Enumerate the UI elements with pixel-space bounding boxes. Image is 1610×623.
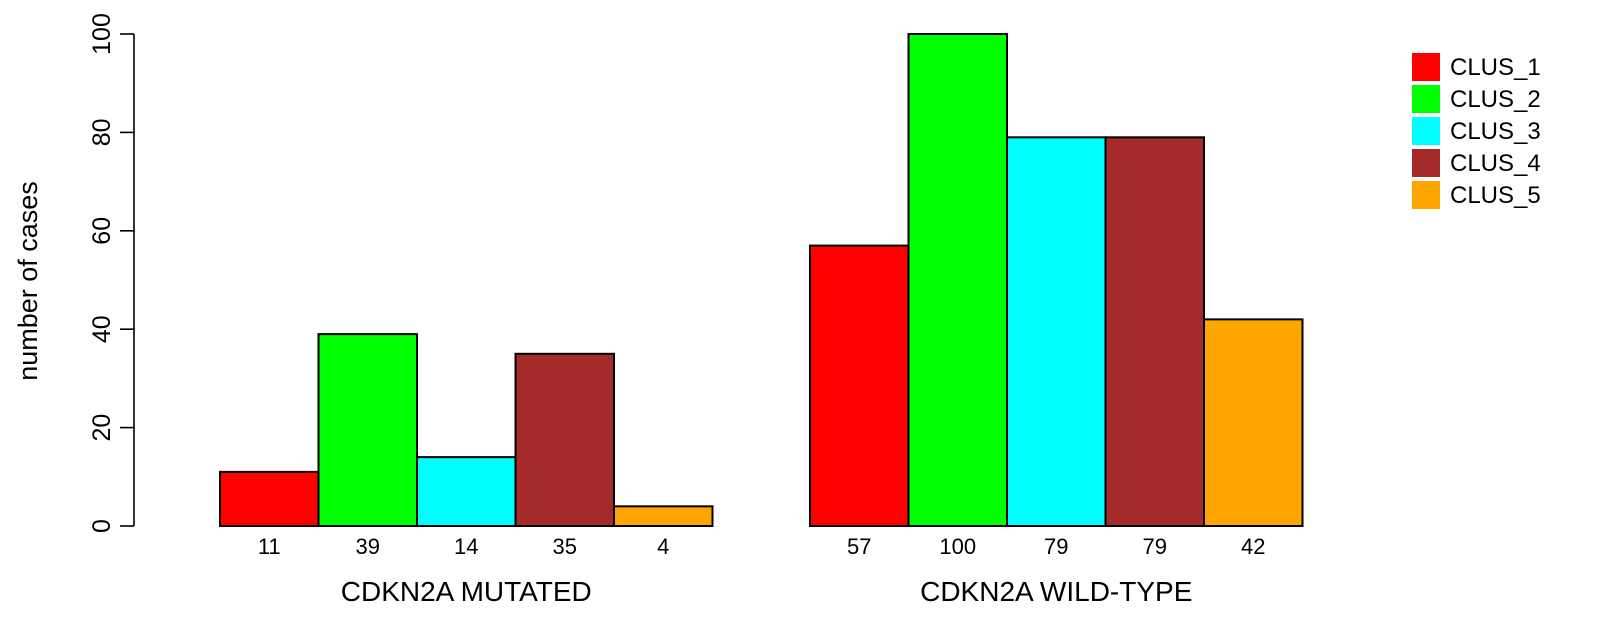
legend-label: CLUS_2 [1450,86,1541,113]
legend-label: CLUS_5 [1450,182,1541,209]
legend-swatch [1412,53,1440,81]
value-labels: 11 39 14 35 4 CDKN2A MUTATED 57 100 79 79 42 CDKN2A… [258,534,1266,607]
legend-swatch [1412,117,1440,145]
bar-value-label: 100 [939,534,976,559]
legend-swatch [1412,181,1440,209]
y-tick-label: 0 [88,519,116,533]
bar-value-label: 79 [1044,534,1068,559]
bar-clus-3 [1007,137,1106,526]
bar-value-label: 39 [356,534,380,559]
bar-clus-1 [220,472,319,526]
bar-value-label: 57 [847,534,871,559]
legend-swatch [1412,85,1440,113]
group-label: CDKN2A WILD-TYPE [920,576,1192,607]
legend: CLUS_1 CLUS_2 CLUS_3 CLUS_4 CLUS_5 [1412,53,1541,209]
bar-clus-4 [1106,137,1205,526]
y-axis: 0 20 40 60 80 100 [88,13,134,533]
y-tick-label: 60 [88,217,116,245]
bar-clus-3 [417,457,516,526]
bar-clus-5 [614,506,713,526]
legend-label: CLUS_3 [1450,118,1541,145]
y-tick-label: 20 [88,414,116,442]
bar-clus-2 [909,34,1008,526]
legend-label: CLUS_1 [1450,54,1541,81]
bar-clus-4 [516,354,615,526]
y-axis-title: number of cases [13,181,43,381]
bars [220,34,1303,526]
y-tick-label: 100 [88,13,116,55]
legend-swatch [1412,149,1440,177]
bar-value-label: 79 [1143,534,1167,559]
bar-clus-5 [1204,319,1303,526]
legend-label: CLUS_4 [1450,150,1541,177]
bar-value-label: 42 [1241,534,1265,559]
bar-value-label: 35 [553,534,577,559]
bar-value-label: 14 [454,534,478,559]
bar-clus-2 [319,334,418,526]
bar-value-label: 4 [657,534,669,559]
y-tick-label: 40 [88,315,116,343]
group-label: CDKN2A MUTATED [341,576,592,607]
bar-clus-1 [810,246,909,526]
bar-value-label: 11 [258,534,281,559]
y-tick-label: 80 [88,118,116,146]
